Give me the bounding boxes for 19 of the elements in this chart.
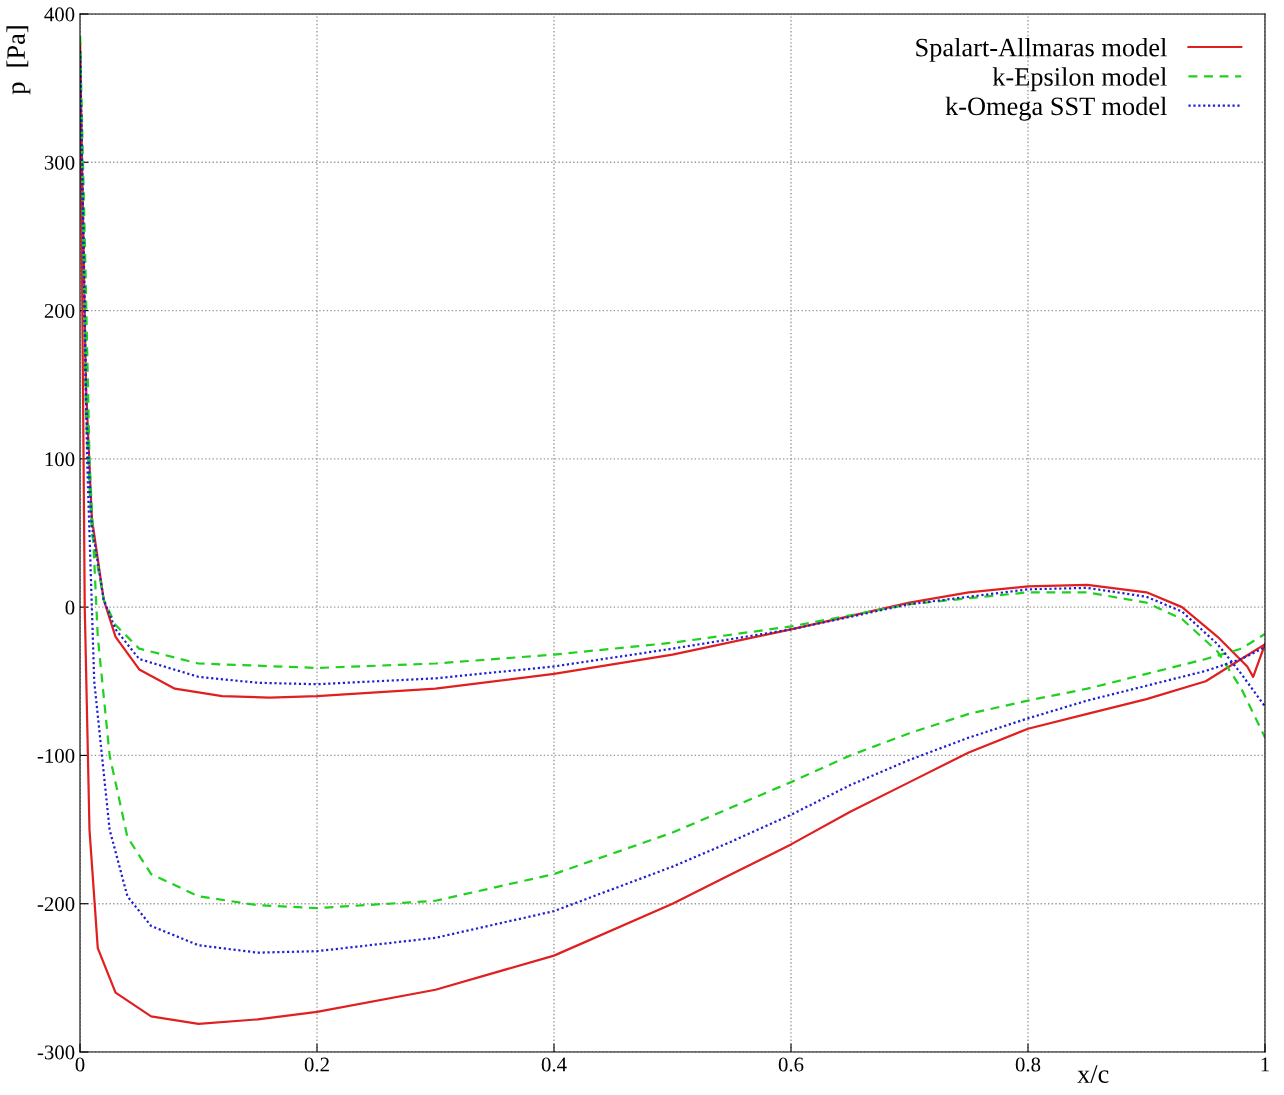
y-tick-label: -100	[37, 748, 75, 763]
x-tick-label: 1	[1261, 1057, 1269, 1072]
x-tick-label: 0.6	[778, 1057, 804, 1072]
legend-label: Spalart-Allmaras model	[916, 37, 1167, 62]
x-axis-title: x/c	[1077, 1065, 1109, 1084]
x-tick-label: 0.4	[541, 1057, 567, 1072]
y-tick-label: 200	[44, 303, 75, 318]
y-tick-label: 400	[44, 7, 75, 22]
x-tick-label: 0.8	[1015, 1057, 1041, 1072]
y-tick-label: -200	[37, 897, 75, 912]
y-tick-label: -300	[37, 1045, 75, 1060]
legend-label: k-Epsilon model	[992, 67, 1167, 92]
x-tick-label: 0.2	[304, 1057, 329, 1072]
y-axis-title: p [Pa]	[6, 26, 31, 95]
legend-label: k-Omega SST model	[945, 96, 1167, 121]
y-tick-label: 300	[44, 155, 75, 170]
x-tick-label: 0	[75, 1057, 85, 1072]
y-tick-label: 100	[45, 452, 75, 467]
y-tick-label: 0	[65, 600, 75, 615]
